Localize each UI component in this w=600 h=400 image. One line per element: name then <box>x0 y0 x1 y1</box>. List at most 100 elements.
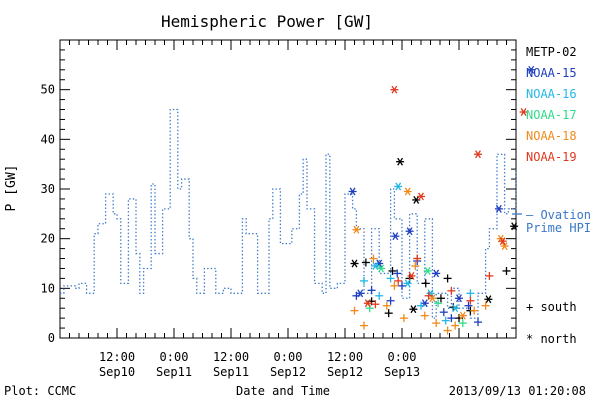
north-point <box>356 289 365 298</box>
y-tick-label: 0 <box>48 331 55 345</box>
north-point <box>458 311 467 320</box>
south-point <box>350 306 359 315</box>
south-point <box>424 291 433 300</box>
north-point <box>417 192 425 201</box>
south-point <box>464 301 473 310</box>
north-point <box>371 262 380 270</box>
north-point <box>391 232 400 241</box>
south-point <box>451 321 460 330</box>
north-point <box>510 222 519 231</box>
north-point <box>352 225 361 234</box>
south-point <box>447 286 456 295</box>
north-point <box>455 294 463 303</box>
north-point <box>348 187 357 196</box>
south-point <box>384 309 393 318</box>
chart-title: Hemispheric Power [GW] <box>161 12 373 31</box>
south-point <box>399 314 408 323</box>
north-point <box>396 157 405 166</box>
footer-x-axis-label: Date and Time <box>236 384 330 398</box>
south-point <box>360 276 368 285</box>
y-tick-label: 20 <box>41 232 55 246</box>
x-tick-label-date: Sep10 <box>99 365 135 379</box>
footer-timestamp: 2013/09/13 01:20:08 <box>449 384 586 398</box>
south-point <box>485 271 494 280</box>
north-point <box>423 266 432 275</box>
north-point <box>350 259 359 268</box>
south-point <box>421 279 430 288</box>
legend: METP-02 NOAA-15 NOAA-16 NOAA-17 NOAA-18 NOAA-… <box>526 45 577 164</box>
south-point <box>439 308 448 317</box>
ovation-legend-label-2: Prime HPI <box>526 221 591 235</box>
south-point <box>470 306 479 315</box>
south-point <box>441 316 450 325</box>
x-tick-label-time: 12:00 <box>213 350 249 364</box>
north-point <box>409 305 418 314</box>
y-tick-label: 30 <box>41 182 55 196</box>
south-point <box>411 261 420 270</box>
x-tick-label-time: 12:00 <box>327 350 363 364</box>
south-point <box>386 296 395 305</box>
legend-item: NOAA-15 <box>526 66 577 80</box>
north-point <box>390 85 399 94</box>
south-point <box>458 319 467 328</box>
y-tick-label: 10 <box>41 281 55 295</box>
north-point <box>494 204 503 213</box>
satellite-points <box>348 65 536 335</box>
x-tick-label-date: Sep12 <box>270 365 306 379</box>
north-point <box>451 304 460 313</box>
south-point <box>413 254 422 263</box>
x-axis-ticks: 12:00Sep100:00Sep1112:00Sep110:00Sep1212… <box>59 40 517 379</box>
north-point <box>394 182 403 191</box>
south-point <box>360 321 368 330</box>
north-point <box>498 237 507 246</box>
x-tick-label-date: Sep13 <box>384 365 420 379</box>
south-point <box>436 294 445 303</box>
south-point <box>388 266 397 275</box>
south-point <box>394 276 403 285</box>
x-tick-label-date: Sep12 <box>327 365 363 379</box>
south-point <box>466 289 475 298</box>
ovation-prime-hpi-line <box>60 108 517 319</box>
south-point <box>434 299 443 308</box>
x-tick-label-date: Sep11 <box>156 365 192 379</box>
south-point <box>502 266 511 275</box>
north-point <box>527 65 536 74</box>
south-point <box>375 291 384 300</box>
south-point <box>443 274 452 283</box>
south-point <box>369 254 378 263</box>
south-point <box>481 301 490 310</box>
y-axis-ticks: 0 10 20 30 40 50 <box>41 49 516 345</box>
south-point <box>447 314 456 323</box>
legend-item: NOAA-17 <box>526 108 577 122</box>
north-point <box>407 271 416 280</box>
south-point <box>443 326 452 335</box>
x-tick-label-date: Sep11 <box>213 365 249 379</box>
south-point <box>390 281 399 290</box>
north-point <box>474 150 482 159</box>
y-tick-label: 40 <box>41 132 55 146</box>
south-point <box>417 301 425 310</box>
north-point <box>377 264 386 273</box>
north-point <box>500 242 509 251</box>
south-point <box>361 258 370 267</box>
south-point <box>371 300 380 309</box>
south-point <box>474 318 482 327</box>
north-point <box>405 227 414 236</box>
legend-item: METP-02 <box>526 45 577 59</box>
footer-plot-label: Plot: CCMC <box>4 384 76 398</box>
north-symbol-legend: * north <box>526 332 577 346</box>
north-point <box>484 295 493 304</box>
x-tick-label-time: 0:00 <box>388 350 417 364</box>
south-point <box>432 319 441 328</box>
south-point <box>386 274 395 283</box>
north-point <box>519 108 528 116</box>
y-axis-label: P [GW] <box>4 165 19 212</box>
legend-item: NOAA-18 <box>526 129 577 143</box>
south-point <box>393 269 402 278</box>
south-point <box>382 301 391 310</box>
y-tick-label: 50 <box>41 83 55 97</box>
north-point <box>403 187 412 196</box>
south-point <box>420 311 429 320</box>
